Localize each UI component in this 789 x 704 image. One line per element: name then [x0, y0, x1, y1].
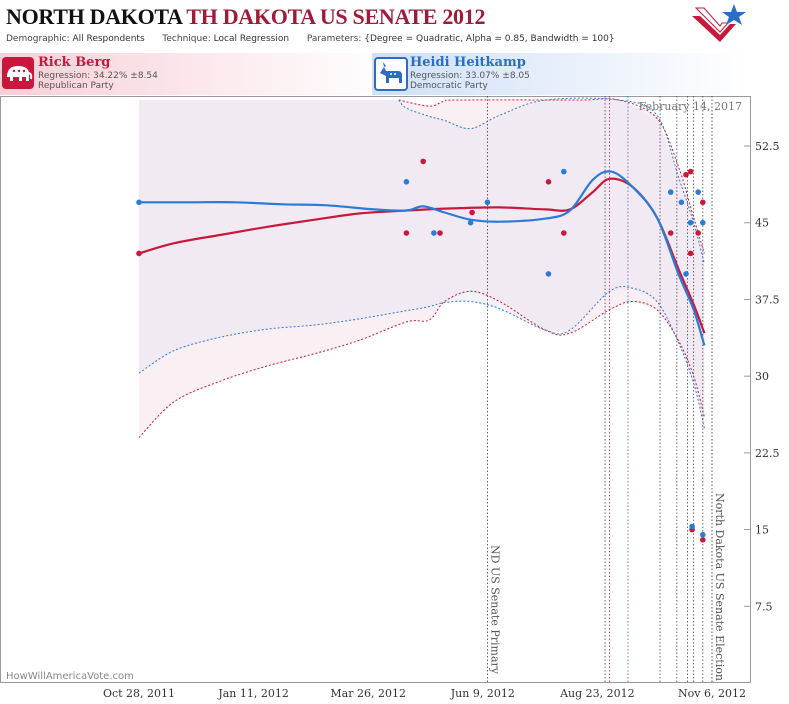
title-race: TH DAKOTA US SENATE 2012 [186, 4, 486, 29]
poll-point-dem [467, 219, 474, 226]
regression-chart: ND US Senate Primary North Dakota US Sena… [0, 96, 780, 700]
poll-point-dem [561, 168, 567, 175]
technique-key: Technique: [162, 34, 211, 44]
y-tick-label: 37.5 [755, 293, 780, 306]
poll-point-dem [667, 189, 674, 195]
candidate-card-dem: Heidi Heitkamp Regression: 33.07% ±8.05 … [372, 53, 750, 95]
poll-point-rep [545, 179, 552, 185]
donkey-icon [374, 57, 408, 91]
poll-point-dem [403, 179, 410, 185]
site-logo-icon [692, 4, 746, 42]
poll-point-rep [667, 230, 674, 236]
poll-point-dem [700, 531, 706, 538]
y-tick-label: 22.5 [755, 447, 780, 460]
annotation-label: North Dakota US Senate Election [713, 493, 726, 681]
poll-point-dem [683, 271, 689, 277]
watermark: HowWillAmericaVote.com [6, 671, 134, 682]
x-axis: Oct 28, 2011 Jan 11, 2012 Mar 26, 2012 Jun … [103, 687, 746, 700]
annotation-lines: ND US Senate Primary North Dakota US Sena… [486, 96, 726, 683]
y-tick-label: 15 [755, 524, 769, 537]
poll-point-rep [687, 168, 694, 175]
poll-point-rep [437, 230, 443, 236]
title-state: NORTH DAKOTA [6, 4, 182, 29]
poll-point-dem [431, 230, 437, 236]
regression-lines [138, 170, 706, 346]
x-tick-label: Nov 6, 2012 [678, 687, 746, 700]
elephant-icon [2, 57, 34, 89]
x-tick-label: Aug 23, 2012 [559, 687, 635, 700]
poll-point-rep [695, 230, 701, 236]
y-axis: 7.5 15 22.5 30 37.5 45 52.5 [744, 140, 780, 613]
demographic-key: Demographic: [6, 34, 70, 44]
x-tick-label: Jun 9, 2012 [450, 687, 515, 700]
demographic-value: All Respondents [72, 34, 145, 44]
poll-point-rep [420, 158, 427, 165]
confidence-bounds [138, 97, 705, 438]
poll-point-rep [469, 209, 475, 216]
poll-point-rep [403, 230, 410, 236]
poll-point-dem [695, 189, 701, 195]
y-tick-label: 52.5 [755, 140, 780, 153]
poll-point-rep [683, 171, 689, 178]
upper-bound-rep [398, 98, 705, 254]
rep-party: Republican Party [38, 81, 114, 91]
x-tick-label: Jan 11, 2012 [217, 687, 289, 700]
poll-point-dem [689, 523, 695, 530]
poll-point-rep [136, 250, 142, 257]
date-label: February 14, 2017 [639, 100, 742, 113]
dem-candidate-name: Heidi Heitkamp [410, 55, 526, 70]
y-tick-label: 7.5 [755, 600, 773, 613]
page-title: NORTH DAKOTA TH DAKOTA US SENATE 2012 [6, 4, 485, 30]
poll-point-rep [687, 250, 694, 257]
parameters-value: {Degree = Quadratic, Alpha = 0.85, Bandw… [364, 34, 615, 44]
rep-regression: Regression: 34.22% ±8.54 [38, 71, 158, 81]
x-tick-label: Mar 26, 2012 [330, 687, 406, 700]
parameters-line: Demographic: All Respondents Technique: … [6, 34, 615, 44]
parameters-key: Parameters: [306, 34, 362, 44]
poll-point-rep [561, 230, 567, 236]
technique-value: Local Regression [213, 34, 290, 44]
dem-regression: Regression: 33.07% ±8.05 [410, 71, 530, 81]
poll-point-dem [484, 199, 491, 206]
poll-point-dem [687, 219, 694, 226]
y-tick-label: 45 [755, 217, 769, 230]
y-tick-label: 30 [755, 370, 769, 383]
poll-point-dem [678, 199, 685, 206]
candidate-card-rep: Rick Berg Regression: 34.22% ±8.54 Repub… [0, 53, 388, 95]
chart-header: NORTH DAKOTA TH DAKOTA US SENATE 2012 De… [0, 0, 751, 50]
poll-point-dem [545, 271, 552, 277]
confidence-bands [139, 100, 705, 438]
x-tick-label: Oct 28, 2011 [103, 687, 175, 700]
rep-candidate-name: Rick Berg [38, 55, 111, 70]
poll-point-rep [700, 199, 706, 206]
poll-point-rep [700, 537, 706, 543]
lower-bound-rep [138, 290, 705, 438]
regression-line-dem [138, 170, 706, 346]
annotation-label: ND US Senate Primary [488, 545, 501, 675]
poll-point-dem [136, 199, 142, 206]
poll-points [136, 158, 706, 543]
confidence-band-dem [139, 100, 705, 429]
dem-party: Democratic Party [410, 81, 488, 91]
lower-bound-dem [138, 285, 705, 429]
plot-frame [0, 96, 751, 683]
poll-point-dem [700, 219, 706, 226]
